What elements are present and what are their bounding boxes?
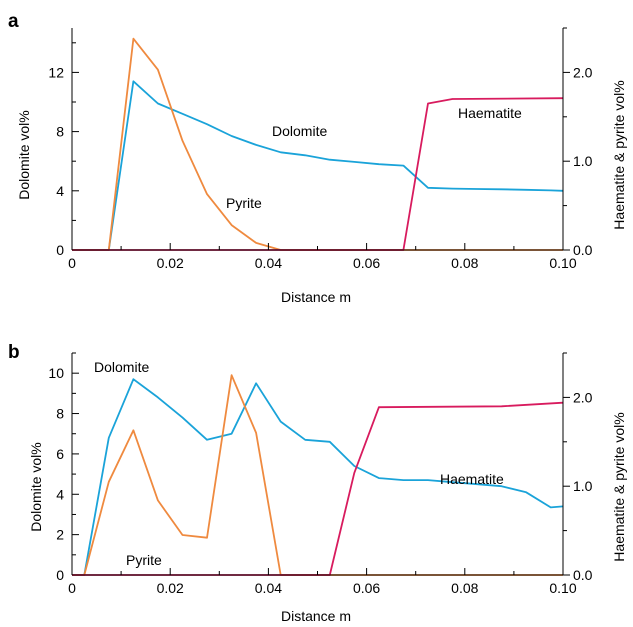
y-tick-label-right: 1.0 — [573, 153, 593, 169]
series-label-pyrite: Pyrite — [126, 552, 162, 568]
y-tick-label-left: 8 — [56, 124, 64, 140]
y-tick-label-left: 8 — [56, 406, 64, 422]
x-tick-label: 0.08 — [451, 580, 478, 596]
y-tick-label-left: 0 — [56, 242, 64, 258]
y-tick-label-left: 4 — [56, 183, 64, 199]
y-tick-label-left: 4 — [56, 486, 64, 502]
x-tick-label: 0 — [68, 580, 76, 596]
y-tick-label-left: 2 — [56, 527, 64, 543]
x-tick-label: 0.02 — [157, 255, 184, 271]
y-tick-label-left: 6 — [56, 446, 64, 462]
y-tick-label-right: 0.0 — [573, 242, 593, 258]
series-label-haematite: Haematite — [458, 105, 522, 121]
x-tick-label: 0 — [68, 255, 76, 271]
axes-layer: 0 0.02 0.04 0.06 0.08 0.10 0 2 4 6 8 10 0.0 1.0 2.0 — [48, 352, 593, 596]
series-line-dolomite — [72, 378, 564, 576]
series-line-pyrite — [72, 37, 563, 251]
y-tick-label-left: 12 — [48, 64, 64, 80]
y-tick-label-left: 10 — [48, 365, 64, 381]
y-axis-title-right: Haematite & pyrite vol% — [611, 412, 627, 561]
series-label-dolomite: Dolomite — [272, 123, 327, 139]
series-line-pyrite — [72, 374, 563, 576]
axes-layer: 0 0.02 0.04 0.06 0.08 0.10 0 4 8 12 0.0 1.0 2.0 — [48, 27, 593, 271]
y-axis-title-left: Dolomite vol% — [28, 442, 44, 531]
x-tick-label: 0.10 — [549, 255, 576, 271]
y-tick-label-right: 1.0 — [573, 478, 593, 494]
series-label-dolomite: Dolomite — [94, 359, 149, 375]
x-tick-label: 0.02 — [157, 580, 184, 596]
y-tick-label-right: 2.0 — [573, 389, 593, 405]
series-layer — [72, 37, 564, 251]
panel-b: b 0 0.02 0.04 0.06 0.08 0.1002468100.01.02.0 … — [8, 342, 627, 624]
series-label-pyrite: Pyrite — [226, 195, 262, 211]
panel-a: a 0 0.02 0.04 0.06 0.08 0.10 0 4 8 12 0.0 1.0 2.0 Di… — [8, 11, 627, 305]
series-label-haematite: Haematite — [440, 471, 504, 487]
x-tick-label: 0.04 — [255, 580, 282, 596]
panel-letter: b — [8, 342, 20, 363]
series-line-dolomite — [72, 80, 564, 251]
x-axis-title: Distance m — [281, 608, 351, 624]
y-tick-label-right: 2.0 — [573, 64, 593, 80]
x-axis-title: Distance m — [281, 289, 351, 305]
x-tick-label: 0.10 — [549, 580, 576, 596]
x-tick-label: 0.06 — [353, 255, 380, 271]
y-tick-label-left: 0 — [56, 567, 64, 583]
x-tick-label: 0.04 — [255, 255, 282, 271]
series-line-haematite — [72, 401, 564, 576]
panel-letter: a — [8, 11, 19, 32]
y-axis-title-left: Dolomite vol% — [16, 110, 32, 199]
x-tick-label: 0.06 — [353, 580, 380, 596]
x-tick-label: 0.08 — [451, 255, 478, 271]
y-tick-label-right: 0.0 — [573, 567, 593, 583]
y-axis-title-right: Haematite & pyrite vol% — [611, 80, 627, 229]
